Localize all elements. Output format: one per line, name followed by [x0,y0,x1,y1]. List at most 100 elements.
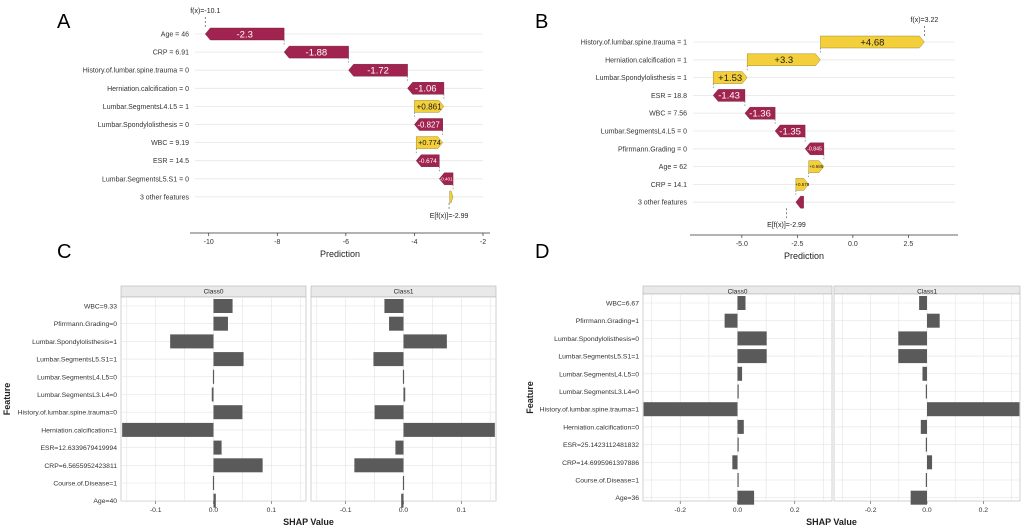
panel-letter-a: A [57,11,71,33]
x-tick-label: 0.0 [922,507,932,514]
x-tick-label: -0.2 [865,507,877,514]
x-axis-title: SHAP Value [283,517,334,527]
x-tick-label: -0.1 [150,507,162,514]
x-tick-label: -5.0 [736,241,748,248]
feature-category-label: Lumbar.SegmentsL3.L4=0 [559,389,639,396]
shap-bar [373,352,404,367]
shap-bar [374,405,404,420]
value-label: -0.827 [417,120,439,129]
waterfall-bar [407,82,445,95]
shap-bar [403,422,495,437]
feature-category-label: Lumbar.SegmentsL5.S1=1 [558,354,639,361]
waterfall-bar [774,124,806,138]
shap-bar [737,384,739,399]
shap-bar [211,387,214,402]
shap-bar [212,369,215,384]
x-tick-label: -0.1 [340,507,352,514]
x-tick-label: -6 [343,239,349,246]
shap-bar [920,419,927,434]
waterfall-bar [414,100,445,113]
feature-label: Lumbar.SegmentsL4.L5 = 1 [103,104,189,111]
x-tick-label: 0.1 [457,507,467,514]
efx-label: E[f(x)]=-2.99 [767,222,806,229]
feature-category-label: History.of.lumbar.spine.trauma=1 [540,407,640,414]
feature-label: CRP = 6.91 [153,50,189,57]
value-label: +4.68 [860,37,884,48]
feature-label: Herniation.calcification = 1 [605,57,687,64]
feature-label: CRP = 14.1 [651,182,687,189]
feature-category-label: Herniation.calcification=0 [563,424,639,431]
waterfall-bar [414,118,443,131]
shap-bar [403,387,406,402]
feature-category-label: WBC=9.33 [84,304,117,311]
feature-label: Lumbar.Spondylolisthesis = 1 [596,75,687,82]
feature-category-label: ESR=12.6339679419994 [40,445,117,452]
feature-category-label: Lumbar.SegmentsL4.L5=0 [559,371,639,378]
value-label: +1.53 [718,73,742,84]
feature-category-label: Course.of.Disease=1 [575,478,639,485]
x-tick-label: -10 [204,239,214,246]
y-axis-title: Feature [525,381,535,414]
shap-bar [384,299,404,313]
x-tick-label: -2.5 [791,241,803,248]
shap-bar [395,440,404,455]
waterfall-bar [205,27,285,41]
feature-category-label: Pfirrmann.Grading=0 [54,321,117,328]
x-tick-label: 0.2 [790,507,800,514]
x-axis-title: Prediction [320,249,360,259]
facet-title: Class1 [394,289,414,296]
shap-bar [212,476,215,490]
shap-bar [402,476,405,490]
value-label: -0.845 [807,147,822,153]
shap-bar [737,296,746,310]
value-label: -1.36 [749,109,771,120]
value-label: -1.88 [306,47,328,58]
value-label: -1.72 [367,66,389,77]
shap-bar [927,402,1020,417]
value-label: -0.401 [440,176,453,181]
feature-label: 3 other features [140,194,190,201]
feature-label: Lumbar.SegmentsL4.L5 = 0 [601,129,687,136]
value-label: -2.3 [237,29,253,40]
feature-category-label: Course.of.Disease=1 [53,481,117,488]
x-tick-label: 0.1 [267,507,277,514]
facet-title: Class0 [728,289,748,296]
feature-category-label: Lumbar.SegmentsL5.S1=1 [36,357,117,364]
panel-a-waterfall: f(x)=-10.1 E[f(x)]=-2.99 Age = 46 -2.3 CRP =… [83,8,490,259]
value-label: -1.43 [718,91,740,102]
feature-category-label: WBC=6.67 [606,301,639,308]
shap-bar [213,316,228,331]
value-label: -1.35 [779,126,801,137]
waterfall-bar [744,106,776,120]
value-label: +3.3 [774,55,793,66]
waterfall-bar [808,160,825,173]
value-label: +0.774 [418,138,441,147]
waterfall-bar [746,53,821,67]
x-tick-label: 0.0 [209,507,219,514]
shap-bar [737,490,755,505]
shap-bar [925,437,927,452]
feature-label: ESR = 14.5 [153,158,189,165]
shap-bar [213,299,233,313]
waterfall-bar [449,190,454,204]
shap-bar [643,402,738,417]
waterfall-bar [820,35,925,49]
feature-label: 3 other features [638,200,688,207]
shap-bar [403,334,447,349]
shap-bar [737,437,739,452]
value-label: +0.685 [809,164,823,169]
x-tick-label: -8 [274,239,280,246]
shap-bar [122,422,214,437]
shap-bar [737,331,767,346]
x-tick-label: 2.5 [904,241,914,248]
shap-bar [724,313,738,328]
feature-category-label: Herniation.calcification=1 [41,427,117,434]
shap-bar [737,473,739,487]
feature-label: Pfirrmann.Grading = 0 [618,146,687,153]
x-tick-label: 0.0 [733,507,743,514]
feature-category-label: Age=36 [615,495,639,502]
shap-bar [925,384,927,399]
waterfall-bar [348,63,408,77]
shap-bar [927,313,940,328]
